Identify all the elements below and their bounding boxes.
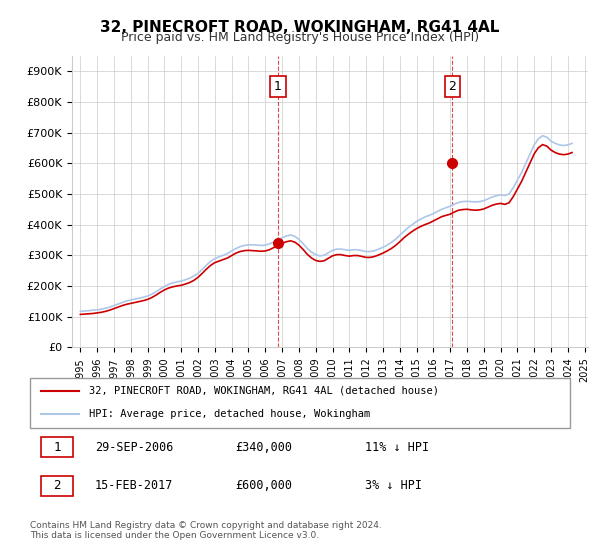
Text: Contains HM Land Registry data © Crown copyright and database right 2024.
This d: Contains HM Land Registry data © Crown c… <box>30 521 382 540</box>
Text: £600,000: £600,000 <box>235 479 292 492</box>
Text: 29-SEP-2006: 29-SEP-2006 <box>95 441 173 454</box>
FancyBboxPatch shape <box>41 475 73 496</box>
Text: Price paid vs. HM Land Registry's House Price Index (HPI): Price paid vs. HM Land Registry's House … <box>121 31 479 44</box>
Text: HPI: Average price, detached house, Wokingham: HPI: Average price, detached house, Woki… <box>89 409 371 419</box>
Text: 1: 1 <box>274 80 282 93</box>
Text: 15-FEB-2017: 15-FEB-2017 <box>95 479 173 492</box>
Text: £340,000: £340,000 <box>235 441 292 454</box>
FancyBboxPatch shape <box>41 437 73 458</box>
Text: 1: 1 <box>53 441 61 454</box>
Text: 2: 2 <box>448 80 456 93</box>
Text: 2: 2 <box>53 479 61 492</box>
Text: 3% ↓ HPI: 3% ↓ HPI <box>365 479 422 492</box>
Text: 32, PINECROFT ROAD, WOKINGHAM, RG41 4AL (detached house): 32, PINECROFT ROAD, WOKINGHAM, RG41 4AL … <box>89 386 439 395</box>
Text: 11% ↓ HPI: 11% ↓ HPI <box>365 441 429 454</box>
Text: 32, PINECROFT ROAD, WOKINGHAM, RG41 4AL: 32, PINECROFT ROAD, WOKINGHAM, RG41 4AL <box>100 20 500 35</box>
FancyBboxPatch shape <box>30 378 570 428</box>
